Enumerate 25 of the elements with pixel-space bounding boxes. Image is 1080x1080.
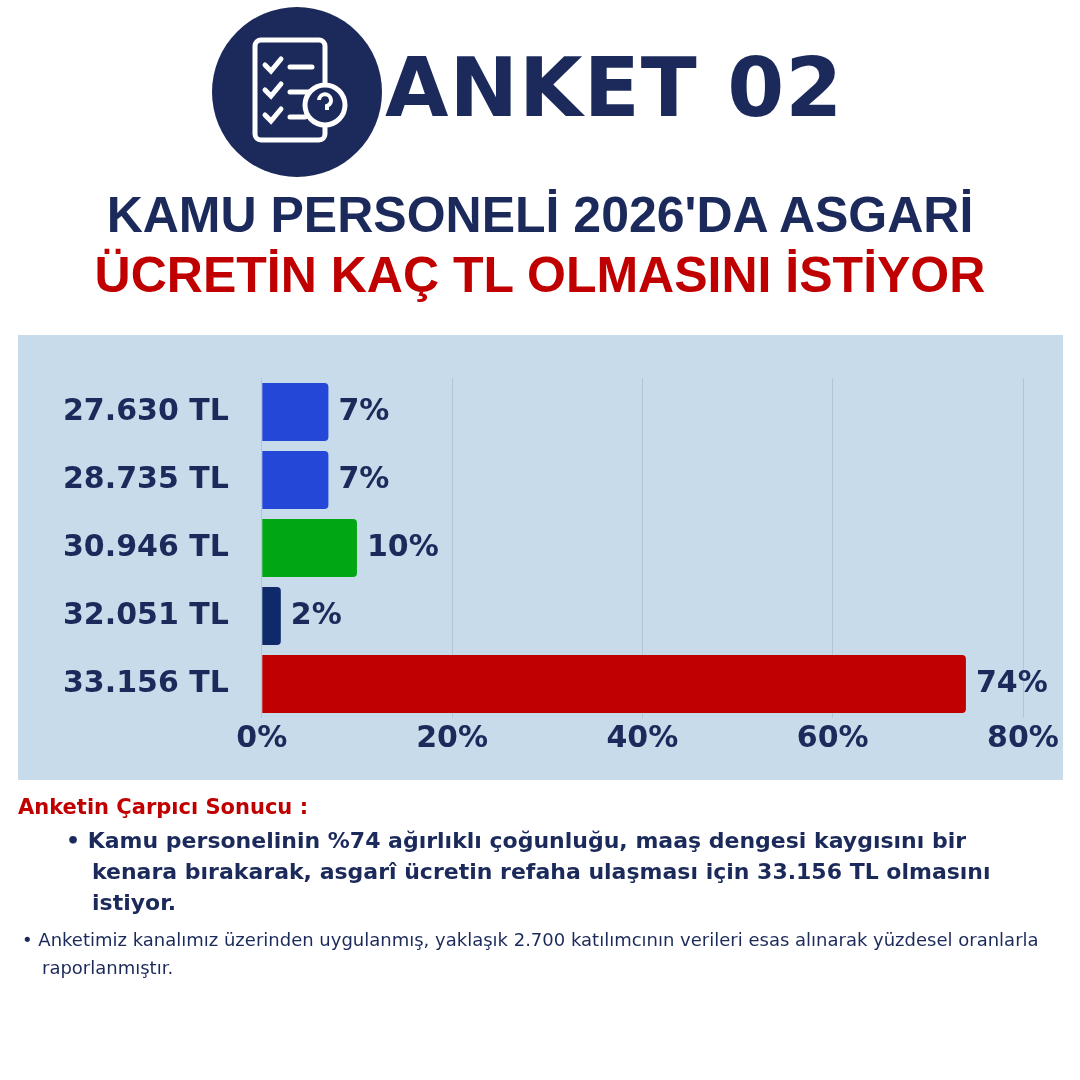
x-tick-label: 40% — [606, 718, 679, 754]
data-label: 2% — [290, 595, 342, 631]
y-tick-label: 27.630 TL — [62, 391, 229, 427]
bar — [262, 383, 329, 441]
x-tick-label: 20% — [416, 718, 488, 754]
bar — [262, 519, 357, 577]
y-tick-label: 33.156 TL — [62, 663, 229, 699]
y-tick-label: 32.051 TL — [62, 595, 229, 631]
bar — [262, 451, 329, 509]
x-tick-label: 0% — [236, 718, 288, 754]
y-tick-label: 28.735 TL — [62, 459, 229, 495]
data-label: 74% — [975, 663, 1048, 699]
y-tick-label: 30.946 TL — [62, 527, 229, 563]
chart-title: ANKET 02 — [385, 40, 844, 135]
text: • Kamu personelinin %74 ağırlıklı çoğunluğu, maaş dengesi kaygısını bir kenara bırakarak, asgarî ücretin refaha ulaşması için 33.156 TL olmasını istiyor. — [66, 827, 992, 917]
x-tick-label: 60% — [796, 718, 869, 754]
text: KAMU PERSONELİ 2026'DA ASGARİ ÜCRETİN KAÇ TL OLMASINI İSTİYOR — [94, 187, 986, 303]
bar — [262, 587, 281, 645]
x-tick-label: 80% — [987, 718, 1059, 754]
data-label: 7% — [338, 459, 390, 495]
bar — [262, 655, 966, 713]
text: Anketin Çarpıcı Sonucu : — [18, 795, 310, 819]
data-label: 10% — [366, 527, 439, 563]
text: • Anketimiz kanalımız üzerinden uygulanmış, yaklaşık 2.700 katılımcının verileri esas alınarak yüzdesel oranlarla raporlanmıştır. — [22, 928, 1040, 980]
data-label: 7% — [338, 391, 390, 427]
